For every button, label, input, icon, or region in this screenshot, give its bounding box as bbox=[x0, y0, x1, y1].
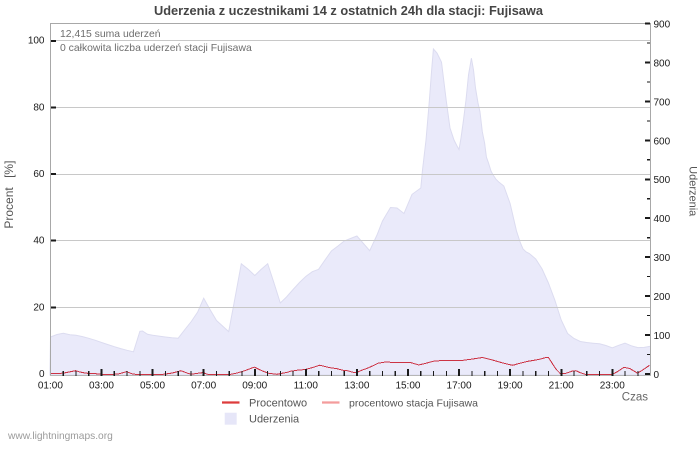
svg-text:Uderzenia z uczestnikami 14 z: Uderzenia z uczestnikami 14 z ostatnich … bbox=[154, 3, 544, 18]
svg-text:21:00: 21:00 bbox=[549, 380, 574, 391]
svg-text:0: 0 bbox=[39, 369, 45, 380]
svg-text:13:00: 13:00 bbox=[344, 380, 369, 391]
svg-text:19:00: 19:00 bbox=[498, 380, 523, 391]
svg-text:80: 80 bbox=[33, 102, 45, 113]
svg-text:0 całkowita liczba uderzeń sta: 0 całkowita liczba uderzeń stacji Fujisa… bbox=[60, 43, 252, 54]
svg-text:17:00: 17:00 bbox=[447, 380, 472, 391]
svg-text:23:00: 23:00 bbox=[600, 380, 625, 391]
svg-text:Czas: Czas bbox=[622, 392, 648, 404]
svg-text:20: 20 bbox=[33, 302, 45, 313]
svg-text:Procentowo: Procentowo bbox=[249, 397, 307, 409]
svg-text:700: 700 bbox=[654, 97, 671, 108]
svg-text:Uderzenia: Uderzenia bbox=[687, 166, 699, 217]
svg-text:900: 900 bbox=[654, 19, 671, 30]
svg-text:03:00: 03:00 bbox=[89, 380, 114, 391]
svg-text:www.lightningmaps.org: www.lightningmaps.org bbox=[7, 431, 113, 442]
svg-text:11:00: 11:00 bbox=[294, 380, 319, 391]
svg-text:01:00: 01:00 bbox=[38, 380, 63, 391]
svg-text:0: 0 bbox=[654, 370, 660, 381]
svg-text:400: 400 bbox=[654, 214, 671, 225]
svg-text:100: 100 bbox=[28, 36, 45, 47]
svg-text:07:00: 07:00 bbox=[191, 380, 216, 391]
svg-text:09:00: 09:00 bbox=[242, 380, 267, 391]
svg-text:500: 500 bbox=[654, 175, 671, 186]
svg-text:200: 200 bbox=[654, 292, 671, 303]
svg-text:15:00: 15:00 bbox=[395, 380, 420, 391]
svg-text:40: 40 bbox=[33, 236, 45, 247]
svg-text:800: 800 bbox=[654, 58, 671, 69]
svg-text:60: 60 bbox=[33, 169, 45, 180]
svg-text:600: 600 bbox=[654, 136, 671, 147]
svg-text:300: 300 bbox=[654, 253, 671, 264]
svg-text:05:00: 05:00 bbox=[140, 380, 165, 391]
svg-text:Uderzenia: Uderzenia bbox=[249, 413, 300, 425]
svg-text:100: 100 bbox=[654, 331, 671, 342]
svg-text:12,415 suma uderzeń: 12,415 suma uderzeń bbox=[60, 29, 161, 40]
svg-text:procentowo stacja Fujisawa: procentowo stacja Fujisawa bbox=[349, 397, 478, 409]
svg-text:Procent [%]: Procent [%] bbox=[2, 161, 16, 229]
